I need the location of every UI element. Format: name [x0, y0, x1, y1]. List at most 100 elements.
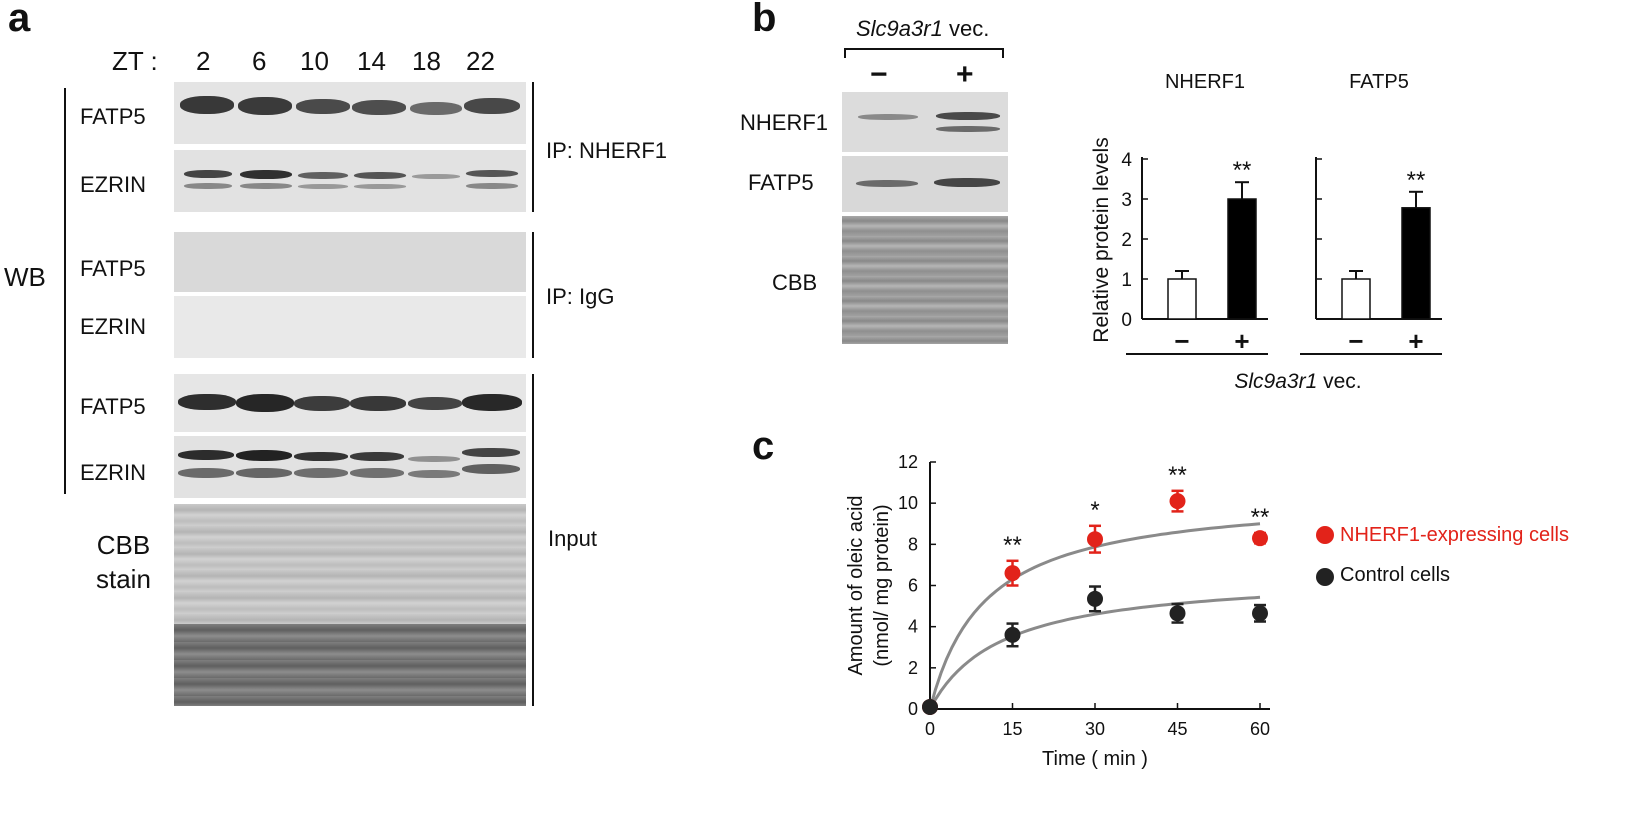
significance-label: **: [1251, 504, 1270, 531]
vector-bracket-tick: [1002, 48, 1004, 58]
lane-minus: −: [870, 58, 888, 91]
y-tick-label: 8: [908, 534, 918, 554]
zt-label: ZT :: [112, 46, 158, 76]
zt-value: 6: [252, 46, 267, 76]
y-tick-label: 4: [1121, 150, 1132, 171]
data-point: [1087, 531, 1103, 548]
fit-curve: [928, 595, 1261, 710]
significance-label: **: [1407, 167, 1426, 194]
blot-cbb: [842, 216, 1008, 344]
x-axis-label-suffix: vec.: [1317, 370, 1361, 393]
blot-fatp5: [842, 156, 1008, 212]
row-label-ezrin: EZRIN: [80, 314, 146, 339]
x-tick-label: 0: [925, 719, 935, 739]
legend-marker-nherf1: [1316, 526, 1334, 544]
cbb-stain-label: CBB stain: [96, 528, 151, 596]
x-tick-label: 15: [1002, 719, 1022, 739]
ip-igg-bracket: [532, 232, 534, 358]
zt-value: 10: [300, 46, 329, 76]
x-axis-label-gene: Slc9a3r1: [1234, 370, 1317, 393]
legend-marker-control: [1316, 568, 1334, 586]
chart-title: NHERF1: [1165, 71, 1245, 93]
x-axis-label: Time ( min ): [1042, 748, 1148, 770]
input-bracket: [532, 374, 534, 706]
y-tick-label: 6: [908, 576, 918, 596]
data-point: [1252, 530, 1268, 547]
y-axis-label: Relative protein levels: [1090, 137, 1113, 342]
zt-value: 2: [196, 46, 211, 76]
x-tick-label: +: [1408, 326, 1423, 356]
bar: [1227, 198, 1257, 320]
data-point: [922, 698, 938, 715]
x-tick-label: 45: [1167, 719, 1187, 739]
x-tick-label: 30: [1085, 719, 1105, 739]
panel-a-label: a: [8, 0, 31, 40]
blot-nherf1: [842, 92, 1008, 152]
row-label-fatp5: FATP5: [748, 170, 814, 195]
wb-label: WB: [4, 262, 46, 292]
y-tick-label: 1: [1121, 270, 1132, 291]
blot-input-fatp5: [174, 374, 526, 432]
x-tick-label: −: [1174, 326, 1189, 356]
bar-charts: NHERF1 0 1 2 3 4 − ** + FATP5 − ** + Relative protein…: [1090, 71, 1442, 393]
bar: [1401, 207, 1431, 320]
y-tick-label: 0: [908, 699, 918, 719]
y-tick-label: 2: [908, 658, 918, 678]
row-label-nherf1: NHERF1: [740, 110, 829, 135]
y-tick-label: 12: [898, 452, 918, 472]
row-label-cbb: CBB: [772, 270, 818, 295]
significance-label: *: [1090, 497, 1099, 524]
ip-nherf1-bracket: [532, 82, 534, 212]
chart-title: FATP5: [1349, 71, 1409, 93]
lane-plus: +: [956, 58, 974, 91]
vector-label: Slc9a3r1 vec.: [856, 16, 989, 42]
y-tick-label: 2: [1121, 230, 1132, 251]
legend-label-control: Control cells: [1340, 564, 1451, 586]
input-label: Input: [548, 526, 597, 551]
y-tick-label: 3: [1121, 190, 1132, 211]
vector-bracket: [844, 48, 1004, 50]
cbb-label-line1: CBB: [96, 530, 151, 560]
zt-value: 18: [412, 46, 441, 76]
y-tick-label: 0: [1121, 310, 1132, 331]
bar: [1341, 278, 1371, 320]
row-label-fatp5: FATP5: [80, 256, 146, 281]
panel-b-label: b: [752, 0, 777, 40]
uptake-chart: 0 2 4 6 8 10 12 0 15 30 45 60 Time ( min ) Amount of …: [845, 452, 1270, 770]
panel-c-label: c: [752, 424, 775, 468]
zt-value: 22: [466, 46, 495, 76]
blot-input-ezrin: [174, 436, 526, 498]
x-tick-label: +: [1234, 326, 1249, 356]
y-tick-label: 10: [898, 493, 918, 513]
x-axis-label: Slc9a3r1 vec.: [1234, 370, 1361, 393]
ip-igg-label: IP: IgG: [546, 284, 615, 309]
vector-gene: Slc9a3r1: [856, 16, 943, 41]
blot-ip-nherf1-ezrin: [174, 150, 526, 212]
data-point: [1169, 605, 1186, 622]
blot-cbb-stain: [174, 504, 526, 706]
data-point: [1004, 626, 1021, 643]
x-tick-label: 60: [1250, 719, 1270, 739]
wb-bracket: [64, 88, 66, 494]
y-axis-label-line1: Amount of oleic acid: [845, 495, 867, 675]
data-point: [1004, 565, 1021, 582]
blot-ip-nherf1-fatp5: [174, 82, 526, 144]
significance-label: **: [1233, 157, 1252, 184]
vector-bracket-tick: [844, 48, 846, 58]
row-label-ezrin: EZRIN: [80, 460, 146, 485]
data-point: [1252, 605, 1268, 622]
y-tick-label: 4: [908, 617, 918, 637]
cbb-label-line2: stain: [96, 564, 151, 594]
zt-value: 14: [357, 46, 386, 76]
row-label-fatp5: FATP5: [80, 104, 146, 129]
legend-label-nherf1: NHERF1-expressing cells: [1340, 524, 1569, 546]
data-point: [1087, 590, 1103, 607]
x-tick-label: −: [1348, 326, 1363, 356]
vector-suffix: vec.: [942, 16, 990, 41]
y-axis-label-line2: (nmol/ mg protein): [871, 504, 893, 666]
blot-ip-igg-fatp5: [174, 232, 526, 292]
data-point: [1169, 493, 1186, 510]
blot-ip-igg-ezrin: [174, 296, 526, 358]
significance-label: **: [1168, 462, 1187, 489]
ip-nherf1-label: IP: NHERF1: [546, 138, 668, 163]
